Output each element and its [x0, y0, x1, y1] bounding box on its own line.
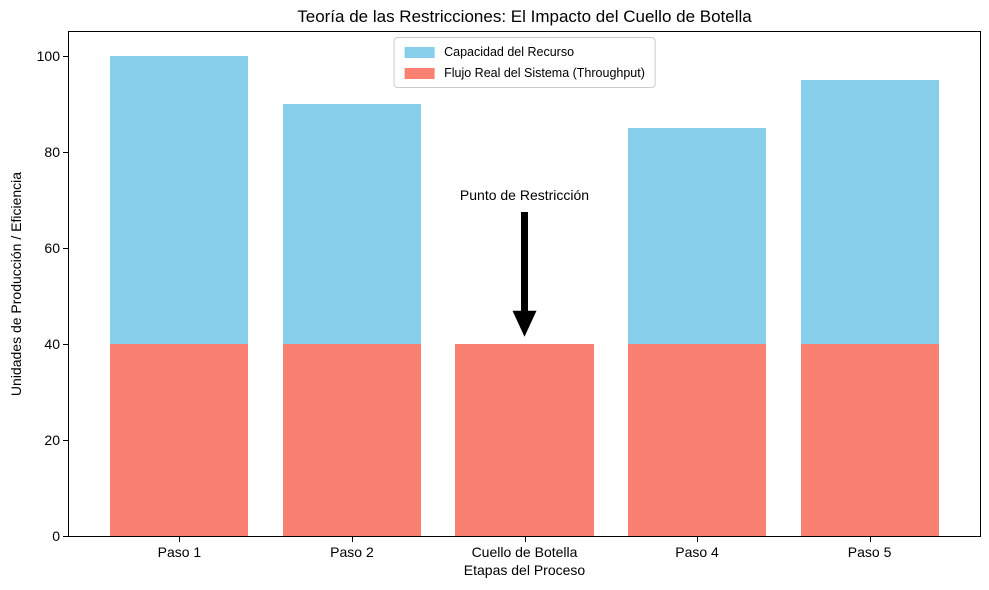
annotation-label: Punto de Restricción	[459, 187, 590, 203]
x-tick-mark	[869, 537, 871, 542]
y-tick-mark	[63, 344, 68, 345]
bar-throughput-1	[110, 344, 249, 536]
chart-title: Teoría de las Restricciones: El Impacto …	[297, 7, 752, 26]
capacity-swatch-icon	[404, 46, 435, 58]
y-axis-label: Unidades de Producción / Eficiencia	[8, 171, 24, 397]
y-tick-label-0: 0	[52, 528, 60, 544]
x-tick-label-1: Paso 1	[157, 544, 202, 560]
bar-throughput-2	[282, 344, 421, 536]
legend-label-capacity: Capacidad del Recurso	[444, 45, 575, 59]
x-tick-label-4: Paso 4	[675, 544, 719, 560]
y-tick-label-80: 80	[44, 144, 60, 160]
y-tick-mark	[63, 56, 68, 57]
x-tick-label-2: Paso 2	[330, 544, 374, 560]
y-tick-label-100: 100	[36, 48, 60, 64]
bar-throughput-4	[628, 344, 767, 536]
throughput-swatch-icon	[404, 67, 435, 79]
x-axis-label: Etapas del Proceso	[463, 562, 586, 578]
bar-throughput-3	[455, 344, 594, 536]
y-tick-mark	[63, 248, 68, 249]
legend-item-throughput: Flujo Real del Sistema (Throughput)	[404, 66, 645, 80]
y-tick-label-60: 60	[44, 240, 60, 256]
x-tick-mark	[179, 537, 181, 542]
x-tick-mark	[351, 537, 353, 542]
x-tick-mark	[697, 537, 699, 542]
y-tick-mark	[63, 152, 68, 153]
legend-item-capacity: Capacidad del Recurso	[404, 45, 645, 59]
legend-label-throughput: Flujo Real del Sistema (Throughput)	[444, 66, 645, 80]
y-tick-label-20: 20	[44, 432, 60, 448]
bar-throughput-5	[800, 344, 939, 536]
y-tick-mark	[63, 440, 68, 441]
legend: Capacidad del Recurso Flujo Real del Sis…	[393, 37, 656, 88]
y-tick-mark	[63, 536, 68, 537]
plot-area: Punto de Restricción Capacidad del Recur…	[68, 31, 981, 537]
y-tick-label-40: 40	[44, 336, 60, 352]
x-tick-label-5: Paso 5	[847, 544, 892, 560]
x-tick-mark	[524, 537, 526, 542]
x-tick-label-3: Cuello de Botella	[471, 544, 578, 560]
